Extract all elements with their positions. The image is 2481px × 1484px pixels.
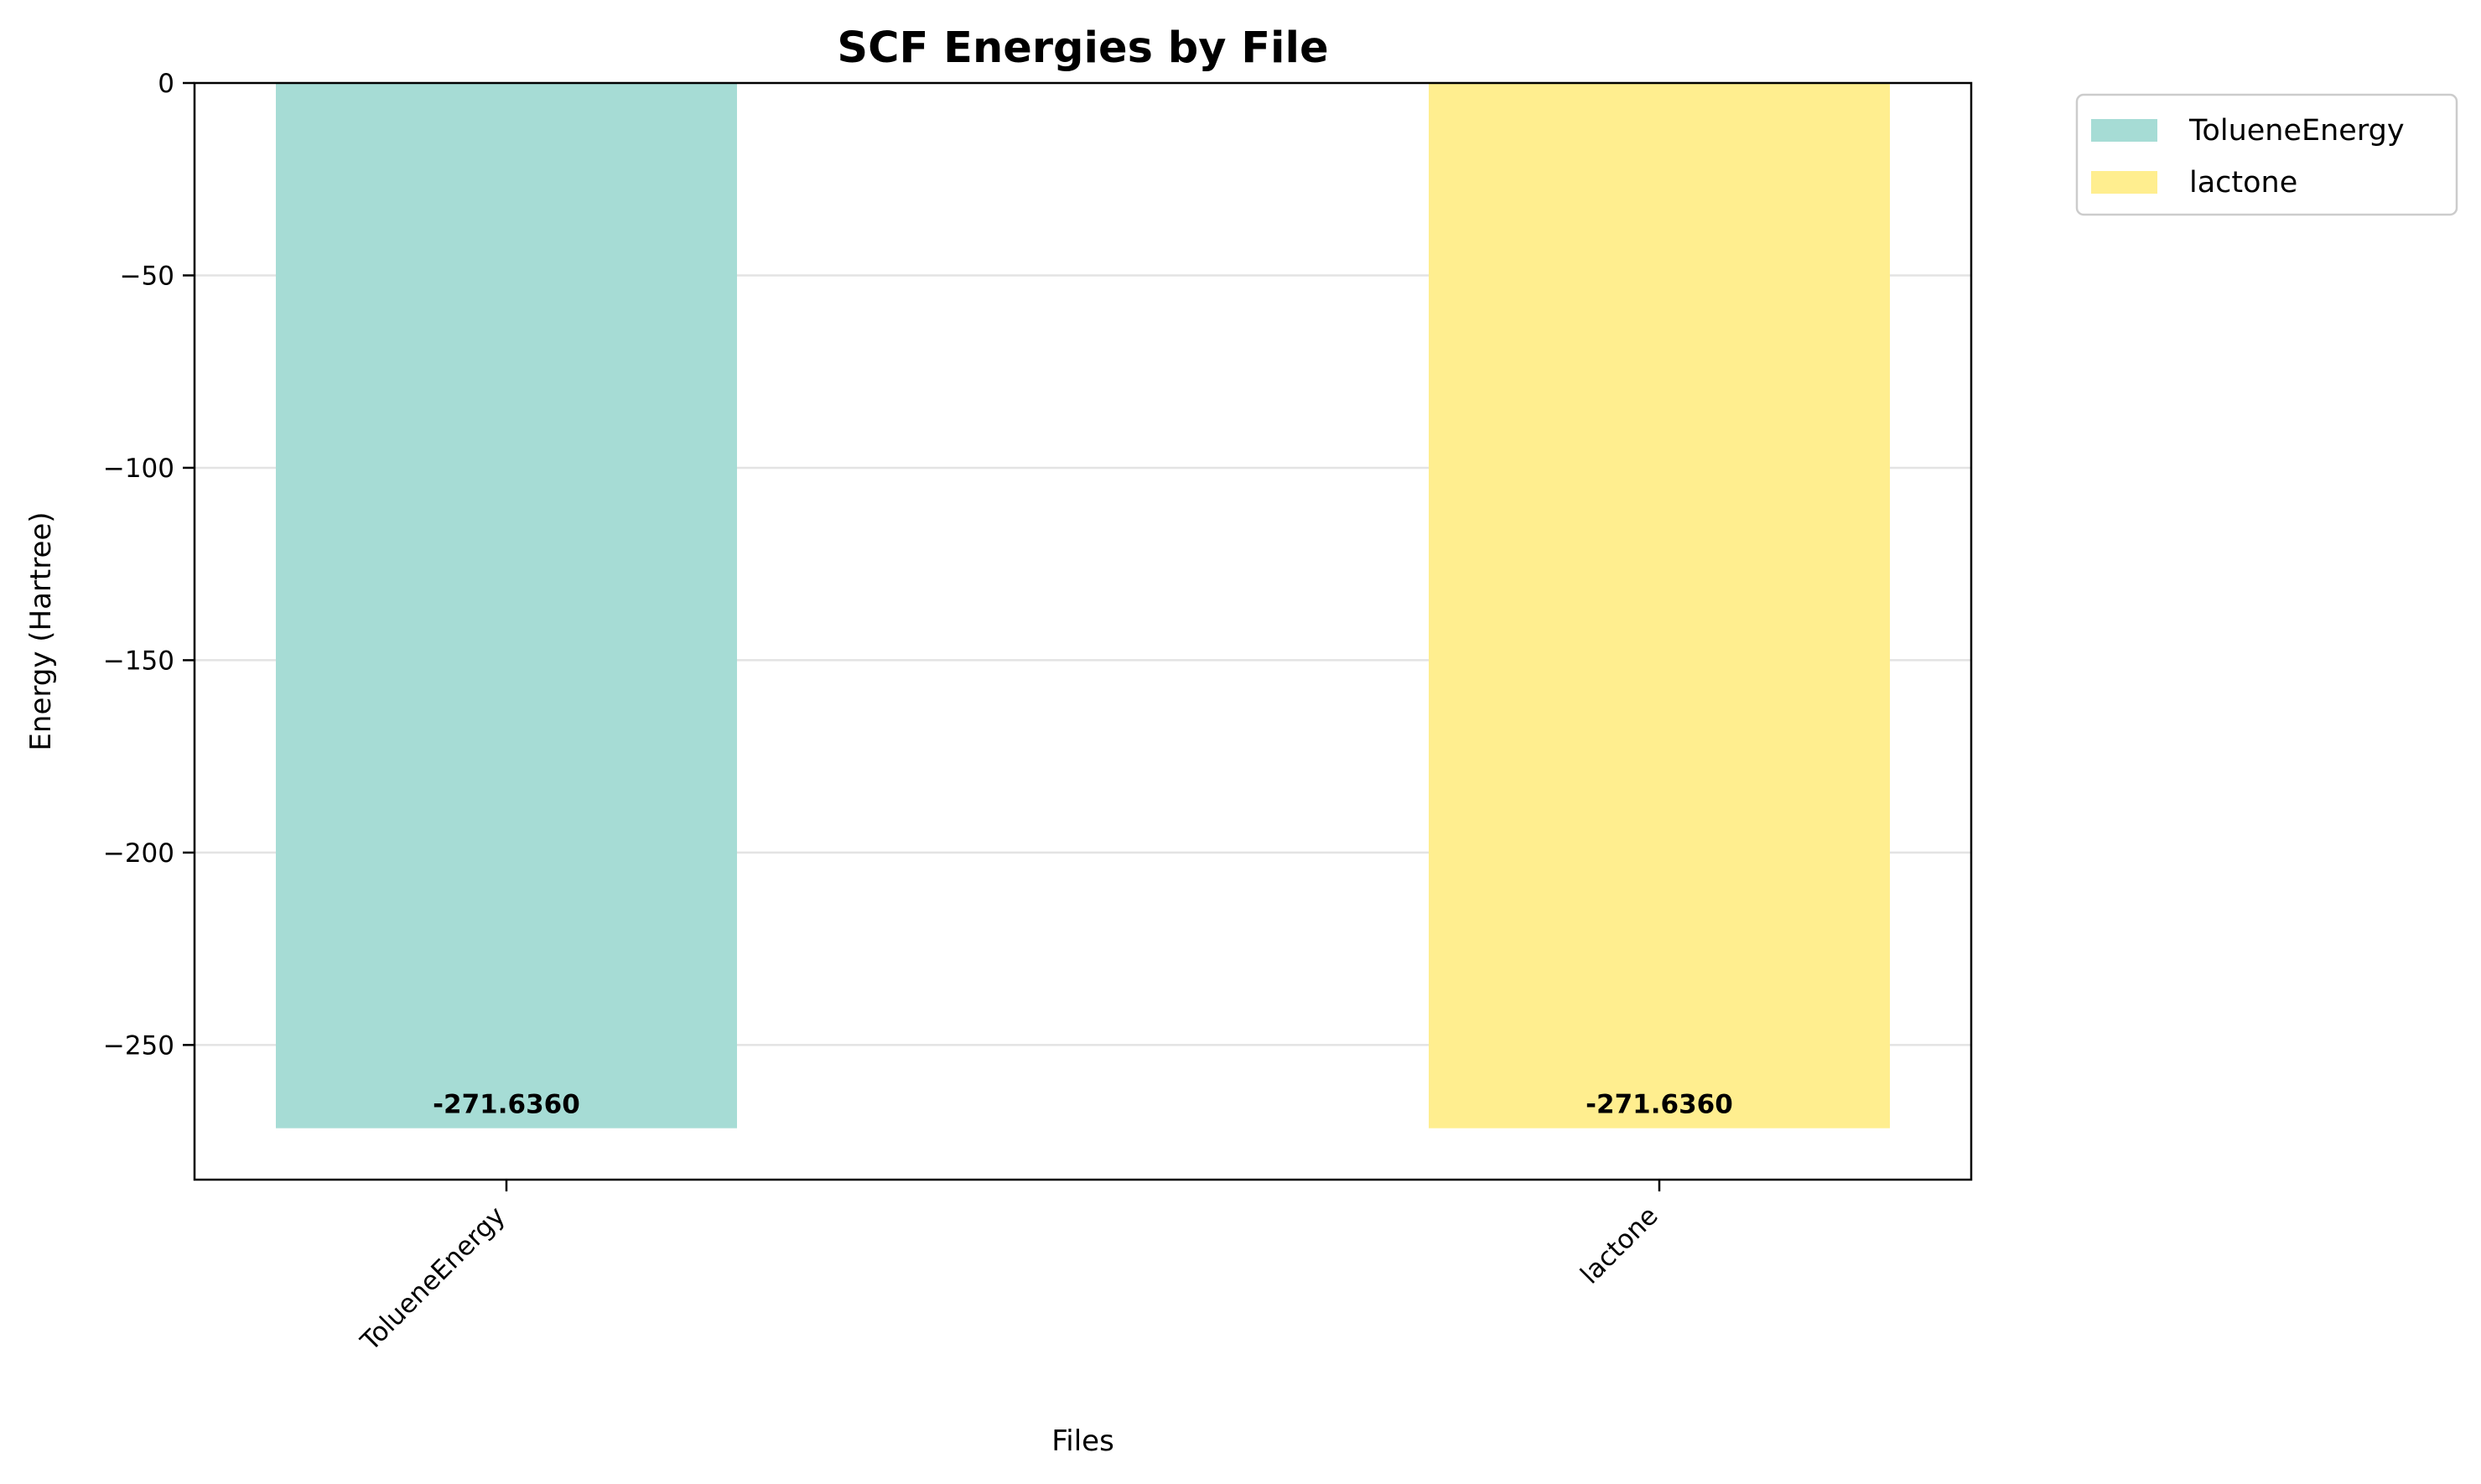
y-tick-label: −150 [103, 646, 174, 676]
y-tick-label: −50 [120, 261, 174, 291]
y-axis: 0 −50 −100 −150 −200 −250 [103, 69, 195, 1061]
bar-lactone [1429, 83, 1890, 1129]
y-tick-label: −250 [103, 1030, 174, 1061]
legend-entry: TolueneEnergy [2188, 114, 2405, 148]
x-axis-title: Files [1051, 1424, 1114, 1458]
legend-swatch [2091, 171, 2157, 194]
y-tick-label: −200 [103, 838, 174, 869]
chart-title: SCF Energies by File [837, 23, 1328, 73]
y-axis-title: Energy (Hartree) [24, 511, 58, 750]
bars [276, 83, 1890, 1129]
legend-box [2075, 93, 2458, 216]
y-tick-label: −100 [103, 454, 174, 484]
plot-frame [193, 81, 1973, 1181]
legend-swatch [2091, 119, 2157, 142]
bar-value-label: -271.6360 [433, 1090, 580, 1120]
legend-entry: lactone [2189, 166, 2297, 200]
bar-value-labels: -271.6360 -271.6360 [433, 1090, 1733, 1120]
bar-tolueneenergy [276, 83, 737, 1129]
y-tick-label: 0 [158, 69, 174, 99]
legend: TolueneEnergy lactone [2075, 93, 2458, 216]
bar-value-label: -271.6360 [1586, 1090, 1733, 1120]
